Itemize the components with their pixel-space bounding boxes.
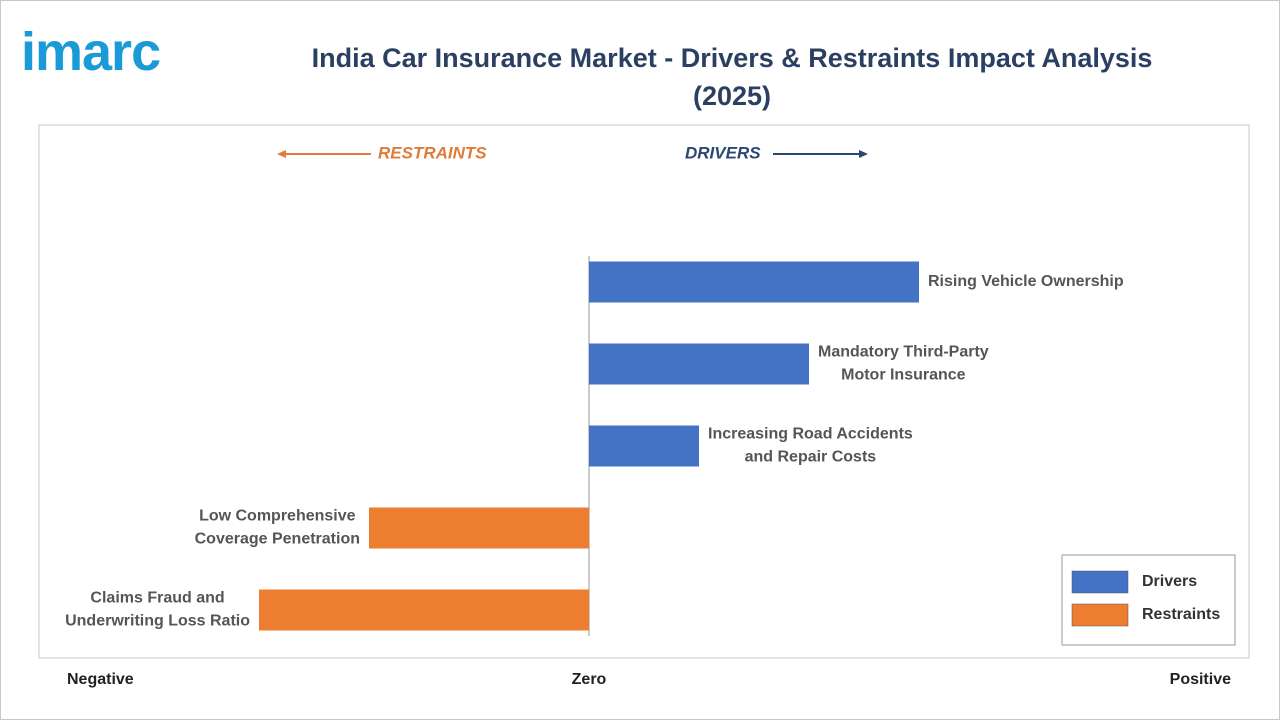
category-label: Claims Fraud and Underwriting Loss Ratio xyxy=(65,590,250,630)
drivers-label: DRIVERS xyxy=(685,143,761,162)
legend-label: Drivers xyxy=(1142,573,1197,590)
drivers-arrowhead xyxy=(859,150,868,158)
category-label-line: Increasing Road Accidents xyxy=(708,426,913,443)
category-label-line: Coverage Penetration xyxy=(195,531,360,548)
category-label-line: Mandatory Third-Party xyxy=(818,344,989,361)
category-label-line: Rising Vehicle Ownership xyxy=(928,273,1124,290)
category-label: Rising Vehicle Ownership xyxy=(928,273,1124,290)
legend-label: Restraints xyxy=(1142,606,1220,623)
bar xyxy=(589,261,919,303)
restraints-arrowhead xyxy=(277,150,286,158)
x-tick-label: Negative xyxy=(67,671,134,688)
x-tick-label: Positive xyxy=(1170,671,1231,688)
category-label: Mandatory Third-Party Motor Insurance xyxy=(818,344,989,384)
category-label: Low Comprehensive Coverage Penetration xyxy=(195,508,360,548)
bar xyxy=(369,507,589,549)
category-label: Increasing Road Accidents and Repair Cost… xyxy=(708,426,913,466)
legend-swatch xyxy=(1071,603,1129,627)
bar xyxy=(259,589,589,631)
category-label-line: Low Comprehensive xyxy=(199,508,356,525)
legend-swatch xyxy=(1071,570,1129,594)
logo: imarc xyxy=(21,22,161,82)
category-label-line: and Repair Costs xyxy=(745,449,877,466)
bar xyxy=(589,343,809,385)
category-label-line: Motor Insurance xyxy=(841,367,966,384)
legend-box xyxy=(1061,554,1236,646)
bar xyxy=(589,425,699,467)
category-label-line: Underwriting Loss Ratio xyxy=(65,613,250,630)
restraints-label: RESTRAINTS xyxy=(378,143,487,162)
category-label-line: Claims Fraud and xyxy=(90,590,224,607)
plot-frame xyxy=(38,124,1250,659)
chart-title: India Car Insurance Market - Drivers & R… xyxy=(311,43,1153,111)
x-tick-label: Zero xyxy=(572,671,607,688)
